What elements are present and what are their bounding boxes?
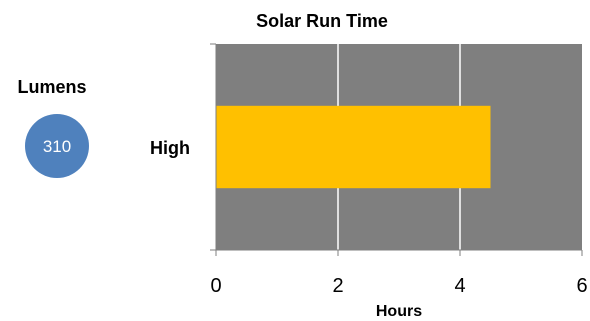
- x-axis: [215, 249, 583, 256]
- chart-title: Solar Run Time: [256, 11, 388, 31]
- x-tick-label: 4: [454, 275, 465, 297]
- y-axis: [210, 43, 217, 251]
- bars: [216, 105, 491, 189]
- lumens-title: Lumens: [17, 77, 86, 97]
- lumens-value: 310: [43, 137, 71, 156]
- x-axis-title: Hours: [376, 303, 422, 320]
- category-label: High: [150, 138, 190, 158]
- bar: [216, 105, 491, 189]
- x-tick-label: 2: [332, 275, 343, 297]
- x-tick-label: 0: [210, 275, 221, 297]
- x-tick-label: 6: [576, 275, 587, 297]
- category-labels: High: [150, 138, 190, 158]
- x-tick-labels: 0 2 4 6: [210, 275, 587, 297]
- lumens-badge: [25, 114, 89, 178]
